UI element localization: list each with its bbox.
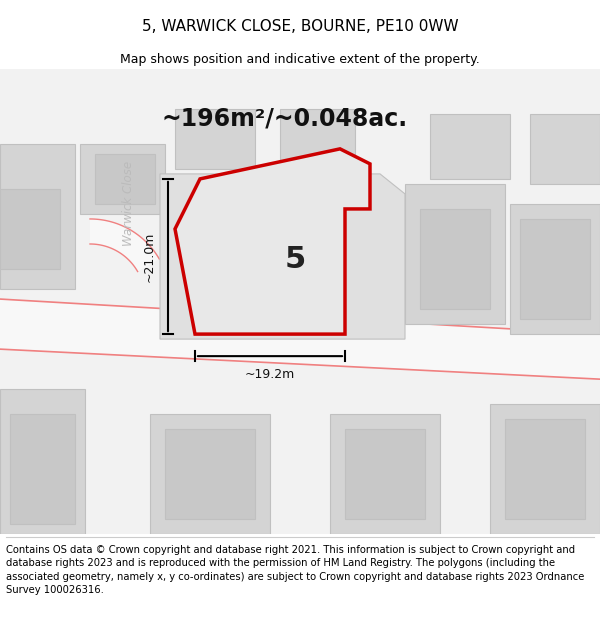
Polygon shape — [160, 174, 405, 339]
Text: 5, WARWICK CLOSE, BOURNE, PE10 0WW: 5, WARWICK CLOSE, BOURNE, PE10 0WW — [142, 19, 458, 34]
Bar — [405, 184, 505, 324]
Bar — [80, 144, 165, 214]
Bar — [430, 114, 510, 179]
Bar — [150, 414, 270, 534]
Polygon shape — [175, 149, 370, 334]
Bar — [520, 219, 590, 319]
Bar — [0, 189, 60, 269]
Text: Warwick Close: Warwick Close — [242, 317, 338, 335]
Text: ~19.2m: ~19.2m — [245, 368, 295, 381]
Text: Contains OS data © Crown copyright and database right 2021. This information is : Contains OS data © Crown copyright and d… — [6, 545, 584, 595]
Bar — [165, 429, 255, 519]
Bar — [330, 414, 440, 534]
Bar — [345, 429, 425, 519]
Text: Map shows position and indicative extent of the property.: Map shows position and indicative extent… — [120, 52, 480, 66]
Bar — [10, 414, 75, 524]
Polygon shape — [90, 219, 159, 271]
Bar — [505, 419, 585, 519]
Bar — [0, 389, 85, 534]
Text: ~21.0m: ~21.0m — [143, 231, 156, 282]
Bar — [280, 109, 355, 164]
Bar — [95, 154, 155, 204]
Text: 5: 5 — [284, 244, 305, 274]
Bar — [0, 144, 75, 289]
Bar — [175, 109, 255, 169]
Text: ~196m²/~0.048ac.: ~196m²/~0.048ac. — [162, 107, 408, 131]
Polygon shape — [0, 299, 600, 379]
Bar — [510, 204, 600, 334]
Bar — [420, 209, 490, 309]
Bar — [530, 114, 600, 184]
Text: Warwick Close: Warwick Close — [121, 161, 134, 246]
Bar — [490, 404, 600, 534]
